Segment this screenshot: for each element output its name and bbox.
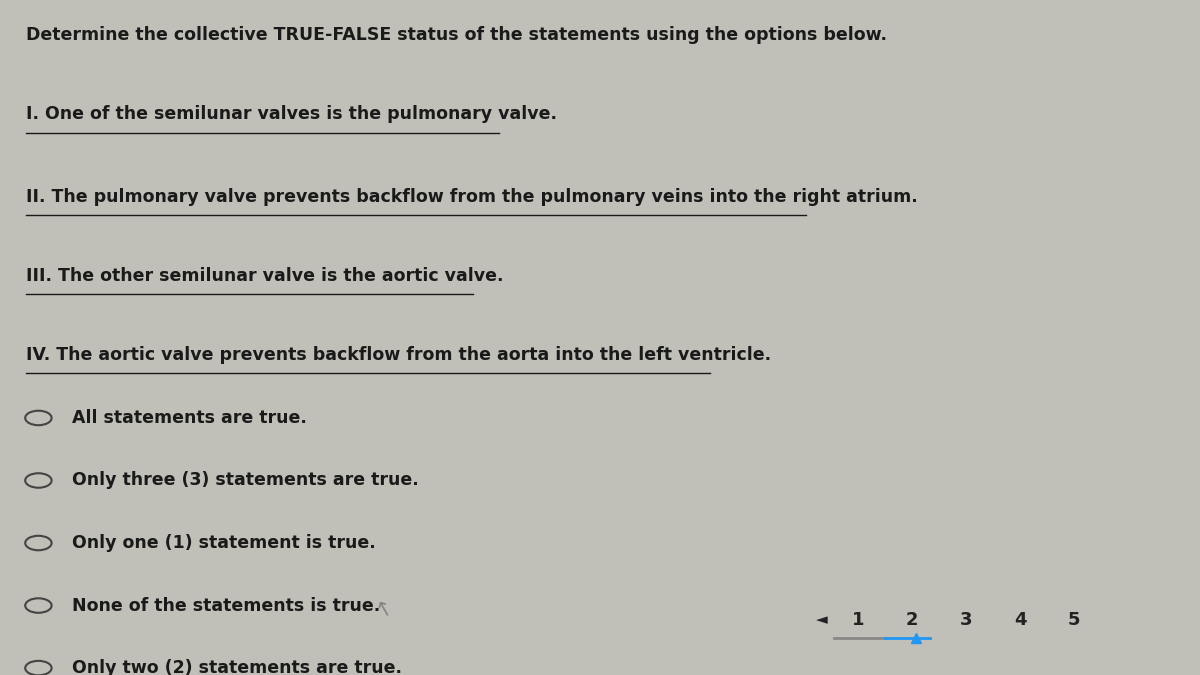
Text: I. One of the semilunar valves is the pulmonary valve.: I. One of the semilunar valves is the pu… <box>26 105 557 124</box>
Text: 4: 4 <box>1014 611 1026 629</box>
Text: All statements are true.: All statements are true. <box>72 409 307 427</box>
Text: 1: 1 <box>852 611 864 629</box>
Text: ◄: ◄ <box>816 612 828 628</box>
Text: 3: 3 <box>960 611 972 629</box>
Text: III. The other semilunar valve is the aortic valve.: III. The other semilunar valve is the ao… <box>26 267 504 285</box>
Text: Only two (2) statements are true.: Only two (2) statements are true. <box>72 659 402 675</box>
Text: Only three (3) statements are true.: Only three (3) statements are true. <box>72 472 419 489</box>
Text: Determine the collective TRUE-FALSE status of the statements using the options b: Determine the collective TRUE-FALSE stat… <box>26 26 888 45</box>
Text: II. The pulmonary valve prevents backflow from the pulmonary veins into the righ: II. The pulmonary valve prevents backflo… <box>26 188 918 206</box>
Text: ↖: ↖ <box>372 597 394 621</box>
Text: IV. The aortic valve prevents backflow from the aorta into the left ventricle.: IV. The aortic valve prevents backflow f… <box>26 346 772 364</box>
Text: Only one (1) statement is true.: Only one (1) statement is true. <box>72 534 376 552</box>
Text: 5: 5 <box>1068 611 1080 629</box>
Text: None of the statements is true.: None of the statements is true. <box>72 597 380 614</box>
Text: 2: 2 <box>906 611 918 629</box>
